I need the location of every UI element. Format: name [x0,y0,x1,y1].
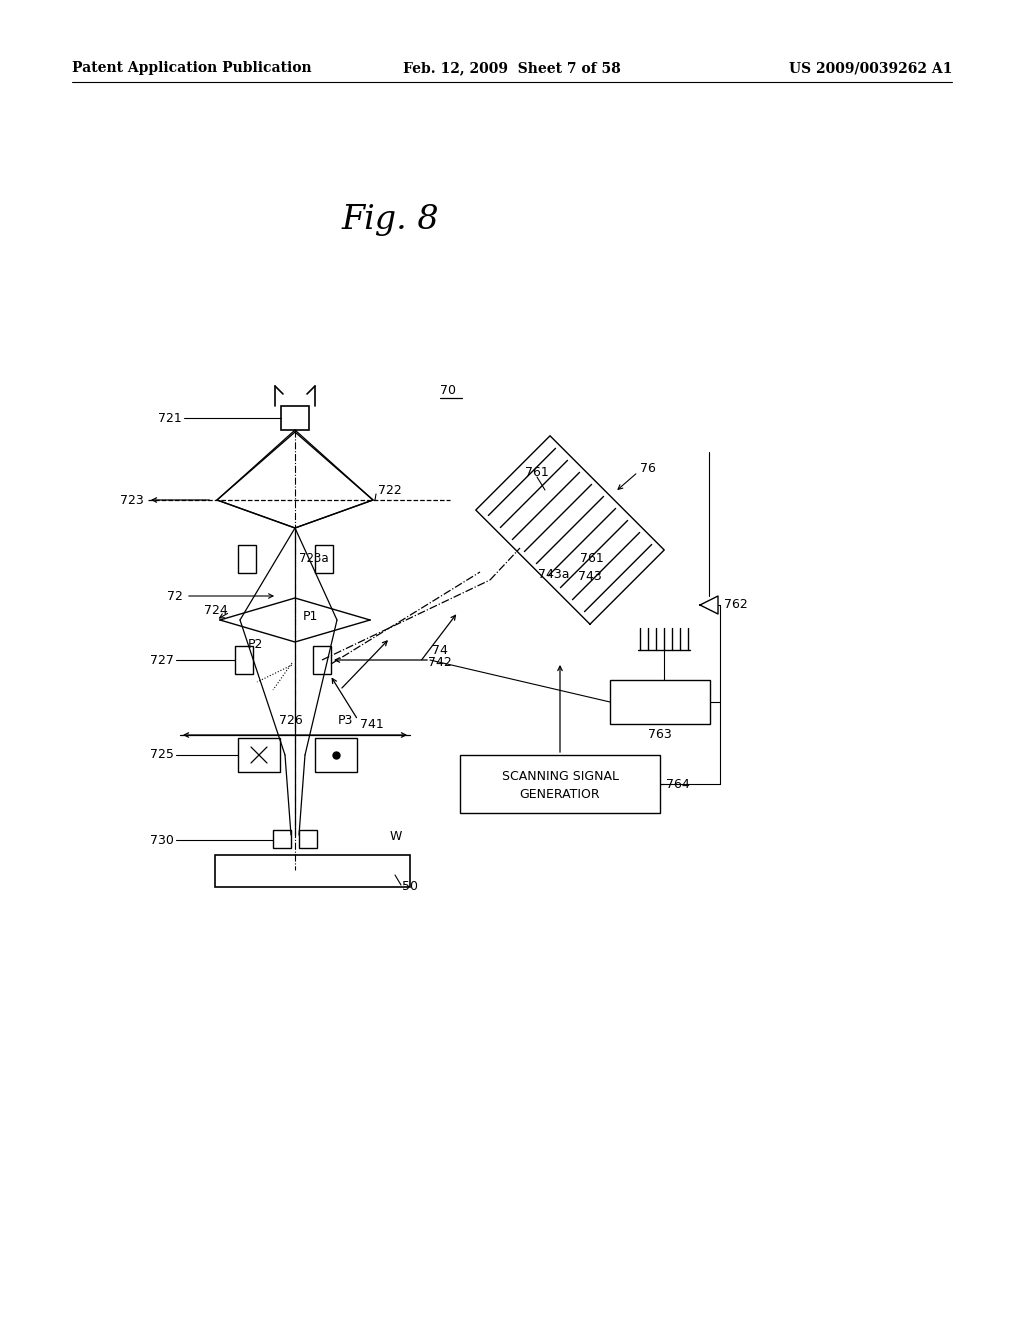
Bar [281,407,309,430]
Text: 725: 725 [151,748,174,762]
Text: 724: 724 [204,603,228,616]
Text: 743a: 743a [538,568,569,581]
Text: P2: P2 [248,638,263,651]
Text: 723: 723 [120,494,144,507]
Text: Patent Application Publication: Patent Application Publication [72,61,311,75]
Text: 76: 76 [640,462,656,474]
Text: 764: 764 [666,777,690,791]
Text: 762: 762 [724,598,748,611]
Text: 50: 50 [402,880,418,894]
Text: 741: 741 [360,718,384,730]
Text: 742: 742 [428,656,452,669]
Bar [315,545,333,573]
Text: 727: 727 [151,653,174,667]
Text: 761: 761 [525,466,549,479]
Text: W: W [390,829,402,842]
Text: Fig. 8: Fig. 8 [341,205,439,236]
Bar [610,680,710,723]
Text: 726: 726 [280,714,303,727]
Bar [313,645,331,675]
Bar [238,545,256,573]
Text: 70: 70 [440,384,456,396]
Text: 763: 763 [648,727,672,741]
Bar [234,645,253,675]
Text: P3: P3 [338,714,353,726]
Text: SCANNING SIGNAL: SCANNING SIGNAL [502,770,618,783]
Text: 761: 761 [580,552,604,565]
Bar [273,830,291,847]
Text: GENERATIOR: GENERATIOR [520,788,600,800]
Text: US 2009/0039262 A1: US 2009/0039262 A1 [788,61,952,75]
Text: 743: 743 [578,569,602,582]
Text: 721: 721 [159,412,182,425]
Bar [215,855,410,887]
Bar [315,738,357,772]
Text: P1: P1 [303,610,318,623]
Text: Feb. 12, 2009  Sheet 7 of 58: Feb. 12, 2009 Sheet 7 of 58 [403,61,621,75]
Bar [460,755,660,813]
Bar [299,830,317,847]
Bar [238,738,280,772]
Text: 722: 722 [378,483,401,496]
Text: 730: 730 [151,833,174,846]
Text: 723a: 723a [299,553,329,565]
Text: 74: 74 [432,644,447,656]
Text: 72: 72 [167,590,183,602]
